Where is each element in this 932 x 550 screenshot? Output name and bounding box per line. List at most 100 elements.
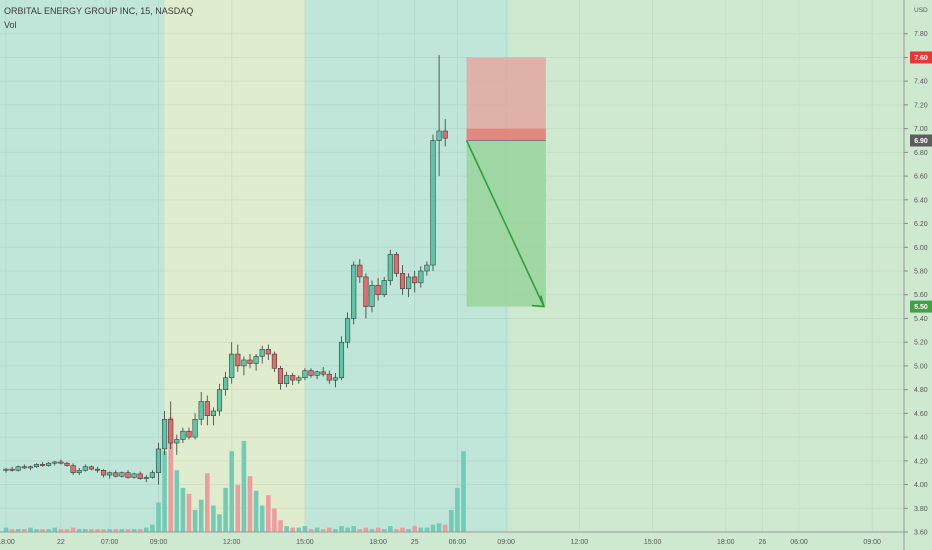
volume-bar — [89, 529, 94, 532]
volume-bar — [247, 476, 253, 532]
price-badge-label: 6.90 — [914, 138, 928, 145]
volume-bar — [107, 529, 112, 532]
price-tick-label: 6.60 — [914, 174, 928, 181]
volume-bar — [3, 527, 9, 532]
candle-body — [357, 264, 363, 278]
price-badge-label: 7.60 — [914, 55, 928, 62]
time-tick-label: 06:00 — [790, 539, 808, 546]
volume-bar — [235, 484, 241, 532]
price-tick-label: 5.80 — [914, 269, 928, 276]
volume-bar — [131, 529, 137, 532]
volume-bar — [296, 527, 302, 532]
volume-bar — [388, 526, 393, 532]
volume-bar — [40, 529, 45, 532]
candle-body — [198, 401, 204, 420]
volume-bar — [229, 451, 234, 532]
candle-body — [204, 401, 210, 416]
candle-body — [33, 464, 40, 467]
candle-body — [119, 472, 125, 477]
volume-bar — [52, 527, 58, 532]
candle-body — [76, 470, 82, 473]
candle-body — [387, 254, 393, 281]
volume-bar — [162, 451, 167, 532]
volume-label: Vol — [4, 20, 17, 30]
time-tick-label: 09:00 — [863, 539, 881, 546]
candle-body — [284, 375, 290, 384]
candle-body — [94, 468, 101, 471]
symbol-title: ORBITAL ENERGY GROUP INC, 15, NASDAQ — [4, 6, 194, 16]
price-tick-label: 7.00 — [914, 126, 928, 133]
volume-bar — [290, 527, 295, 532]
volume-bar — [150, 524, 155, 532]
volume-bar — [327, 527, 332, 532]
volume-bar — [205, 473, 210, 532]
price-tick-label: 5.00 — [914, 363, 928, 370]
price-tick-label: 4.00 — [914, 482, 928, 489]
volume-bar — [64, 529, 70, 532]
candle-body — [229, 353, 235, 379]
price-tick-label: 4.40 — [914, 435, 928, 442]
time-tick-label: 06:00 — [449, 539, 467, 546]
time-tick-label: 18:00 — [0, 539, 15, 546]
price-tick-label: 4.60 — [914, 411, 928, 418]
candle-body — [88, 466, 94, 470]
session-bg-yellow — [164, 0, 305, 532]
volume-bar — [144, 527, 149, 532]
volume-bar — [192, 509, 198, 532]
volume-bar — [119, 529, 125, 532]
candle-body — [70, 465, 76, 473]
volume-bar — [70, 527, 76, 532]
candle-body — [101, 470, 107, 476]
volume-bar — [400, 527, 405, 532]
candle-body — [436, 130, 442, 141]
volume-bar — [101, 529, 106, 532]
candle-body — [424, 264, 430, 272]
price-tick-label: 4.80 — [914, 387, 928, 394]
volume-bar — [241, 440, 247, 532]
time-tick-label: 07:00 — [101, 539, 119, 546]
candle-body — [375, 284, 381, 295]
currency-label: USD — [914, 7, 928, 14]
candle-body — [302, 370, 308, 379]
chart-legend: ORBITAL ENERGY GROUP INC, 15, NASDAQ Vol — [4, 4, 193, 32]
volume-bar — [461, 451, 466, 532]
volume-bar — [418, 527, 424, 532]
time-tick-label: 26 — [759, 539, 767, 546]
candle-body — [314, 371, 320, 376]
candle-body — [363, 276, 369, 307]
volume-bar — [442, 524, 448, 532]
price-axis[interactable]: USD 3.60 3.80 4.00 4.20 4.40 4.60 4.80 5.00 5.20 5… — [903, 0, 932, 550]
time-tick-label: 25 — [411, 539, 419, 546]
candle-body — [332, 377, 338, 381]
volume-bar — [46, 529, 51, 532]
time-axis-bg — [0, 532, 932, 550]
candle-body — [369, 284, 375, 307]
stop-loss-zone — [466, 57, 546, 141]
volume-bar — [113, 529, 119, 532]
time-tick-label: 18:00 — [717, 539, 735, 546]
session-bg-green — [509, 0, 904, 532]
time-axis[interactable]: 18:00 22 07:00 09:00 12:00 15:00 18:00 25 06:00 0… — [0, 531, 904, 546]
candle-body — [430, 140, 436, 266]
volume-bar — [137, 529, 143, 532]
volume-bar — [436, 523, 442, 532]
candle-body — [259, 349, 265, 357]
volume-bar — [58, 529, 64, 532]
candle-body — [131, 473, 137, 478]
volume-bar — [455, 487, 460, 532]
volume-bar — [83, 529, 88, 532]
candle-body — [174, 439, 180, 444]
session-bg-teal — [0, 0, 165, 532]
candle-body — [235, 353, 241, 367]
volume-bar — [302, 526, 308, 532]
time-tick-label: 15:00 — [644, 539, 662, 546]
candle-body — [271, 353, 277, 369]
candle-body — [3, 468, 9, 471]
volume-bar — [308, 529, 314, 532]
time-tick-label: 22 — [57, 539, 65, 546]
short-position-tool[interactable] — [465, 57, 546, 308]
candle-body — [46, 462, 52, 466]
volume-bar — [186, 493, 192, 532]
